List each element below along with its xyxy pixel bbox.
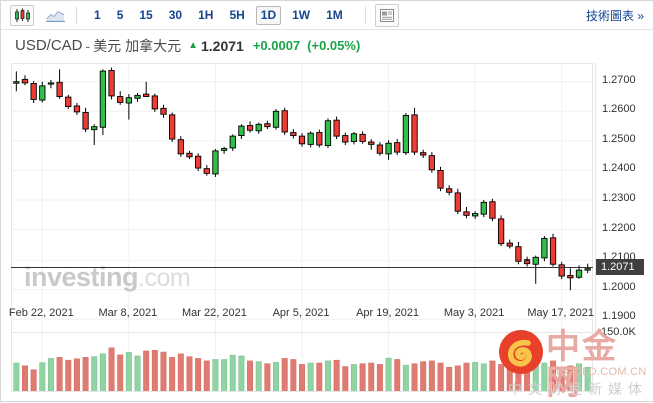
instrument-symbol: USD/CAD — [15, 37, 83, 54]
candlestick-glyph — [14, 8, 31, 23]
current-price-badge: 1.2071 — [596, 259, 644, 275]
instrument-name: 美元 加拿大元 — [93, 36, 181, 56]
cngold-logo-icon — [498, 329, 544, 375]
price-axis-tick: 1.2200 — [602, 222, 636, 234]
chart-toolbar: 1 5 15 30 1H 5H 1D 1W 1M 技術圖表 » — [1, 1, 653, 30]
toolbar-divider-1 — [76, 6, 77, 24]
date-axis-tick: May 17, 2021 — [527, 307, 594, 319]
price-change-percent: (+0.05%) — [307, 38, 360, 53]
price-axis-tick: 1.2700 — [602, 74, 636, 86]
quote-header: USD/CAD - 美元 加拿大元 ▲ 1.2071 +0.0007 (+0.0… — [1, 31, 653, 60]
price-plot-area — [11, 63, 593, 260]
cngold-watermark: 中金网 CNGOLD.COM.CN 中文财经新媒体 — [498, 329, 648, 401]
price-axis-tick: 1.2500 — [602, 133, 636, 145]
cngold-watermark-url: CNGOLD.COM.CN — [548, 366, 647, 378]
current-price-line — [11, 267, 593, 268]
toolbar-divider-2 — [365, 6, 366, 24]
timeframe-15[interactable]: 15 — [134, 6, 157, 25]
candlestick-chart-icon[interactable] — [10, 5, 34, 26]
cngold-watermark-sub: 中文财经新媒体 — [508, 379, 648, 399]
date-axis: Feb 22, 2021 Mar 8, 2021 Mar 22, 2021 Apr 5… — [11, 307, 593, 325]
candlestick-series — [12, 64, 592, 259]
price-axis-tick: 1.2000 — [602, 281, 636, 293]
technical-chart-link[interactable]: 技術圖表 » — [586, 7, 644, 24]
timeframe-5h[interactable]: 5H — [224, 6, 249, 25]
price-axis-tick: 1.2400 — [602, 162, 636, 174]
price-up-arrow-icon: ▲ — [188, 40, 198, 51]
date-axis-tick: May 3, 2021 — [444, 307, 505, 319]
price-change: +0.0007 — [253, 38, 300, 53]
date-axis-tick: Feb 22, 2021 — [9, 307, 74, 319]
timeframe-5[interactable]: 5 — [112, 6, 129, 25]
news-icon[interactable] — [375, 4, 399, 27]
investing-watermark-suffix: .com — [138, 264, 190, 292]
date-axis-tick: Apr 19, 2021 — [356, 307, 419, 319]
quote-dash: - — [86, 38, 91, 54]
timeframe-1w[interactable]: 1W — [287, 6, 315, 25]
timeframe-1d[interactable]: 1D — [256, 6, 281, 25]
price-axis-tick: 1.2600 — [602, 103, 636, 115]
timeframe-30[interactable]: 30 — [164, 6, 187, 25]
last-price: 1.2071 — [201, 38, 244, 54]
date-axis-tick: Mar 22, 2021 — [182, 307, 247, 319]
line-chart-icon[interactable] — [43, 5, 67, 26]
timeframe-1[interactable]: 1 — [89, 6, 106, 25]
date-axis-tick: Apr 5, 2021 — [273, 307, 330, 319]
news-glyph — [380, 9, 394, 22]
price-axis-tick: 1.1900 — [602, 310, 636, 322]
timeframe-1h[interactable]: 1H — [193, 6, 218, 25]
timeframe-1m[interactable]: 1M — [321, 6, 348, 25]
line-chart-glyph — [46, 9, 65, 22]
date-axis-tick: Mar 8, 2021 — [99, 307, 158, 319]
price-axis-tick: 1.2300 — [602, 192, 636, 204]
